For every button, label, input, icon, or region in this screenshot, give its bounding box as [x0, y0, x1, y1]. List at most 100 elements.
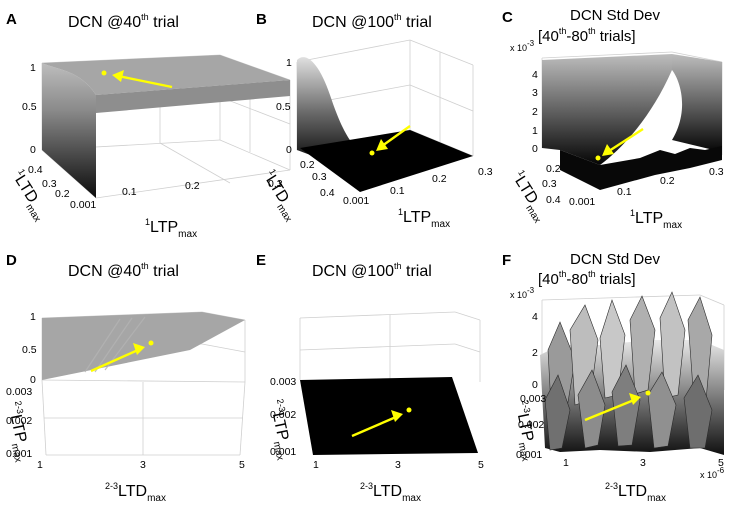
panel-letter-c: C — [502, 9, 513, 26]
arrow-f — [584, 398, 635, 422]
ztick-a-05: 0.5 — [22, 101, 37, 113]
xtick-c-02: 0.2 — [660, 175, 675, 187]
surface-c-wall — [542, 54, 672, 165]
xlabel-f: 2-3LTDmax — [605, 481, 666, 504]
ztick-f-0: 0 — [532, 379, 538, 391]
xtick-f-1: 1 — [563, 457, 569, 469]
xtick-c-0001: 0.001 — [569, 196, 595, 208]
ytick-a-04: 0.4 — [28, 164, 43, 176]
panel-e: E DCN @100th trial 0.003 0.002 0.001 1 3… — [256, 252, 484, 504]
ytick-a-03: 0.3 — [42, 178, 57, 190]
ylabel-e: 2-3LTPmax — [262, 398, 297, 462]
ytick-b-03: 0.3 — [312, 171, 327, 183]
surface-f-ridges — [544, 291, 713, 451]
xtick-f-5: 5 — [718, 457, 724, 469]
surface-c-right — [672, 54, 722, 152]
surface-b-peak — [297, 57, 358, 168]
ztick-d-05: 0.5 — [22, 344, 37, 356]
ytick-a-0001: 0.001 — [70, 199, 96, 211]
arrowhead-d — [133, 343, 145, 355]
ytick-c-04: 0.4 — [546, 194, 561, 206]
arrow-c — [608, 127, 644, 153]
xexp-f: x 10-6 — [700, 466, 725, 480]
xtick-a-02: 0.2 — [185, 180, 200, 192]
ytick-e-0002: 0.002 — [270, 409, 296, 421]
ytick-a-02: 0.2 — [55, 188, 70, 200]
panel-letter-e: E — [256, 252, 266, 269]
panel-f: F DCN Std Dev [40th-80th trials] x 10-3 … — [502, 251, 725, 504]
title-a: DCN @40th trial — [68, 12, 179, 31]
marker-d — [148, 340, 154, 346]
axes-box-e — [299, 311, 481, 382]
xtick-c-03: 0.3 — [709, 166, 724, 178]
xtick-d-1: 1 — [37, 459, 43, 471]
xtick-a-01: 0.1 — [122, 186, 137, 198]
arrow-e — [351, 415, 397, 438]
arrowhead-e — [391, 410, 403, 422]
ztick-d-0: 0 — [30, 374, 36, 386]
title-f-line2: [40th-80th trials] — [538, 269, 636, 288]
xtick-b-0001: 0.001 — [343, 195, 369, 207]
title-c-line2: [40th-80th trials] — [538, 26, 636, 45]
ztick-c-1: 1 — [532, 125, 538, 137]
ytick-c-03: 0.3 — [542, 178, 557, 190]
ytick-c-02: 0.2 — [546, 163, 561, 175]
ztick-b-05: 0.5 — [276, 101, 291, 113]
marker-b — [369, 150, 375, 156]
xlabel-b: 1LTPmax — [398, 207, 450, 230]
ytick-d-0001: 0.001 — [6, 448, 32, 460]
ylabel-d: 2-3LTPmax — [0, 400, 35, 464]
arrowhead-f — [629, 393, 641, 405]
panel-letter-b: B — [256, 11, 267, 28]
xtick-d-3: 3 — [140, 459, 146, 471]
ylabel-b: 1LTDmax — [256, 167, 304, 224]
ztick-b-0: 0 — [286, 144, 292, 156]
zexp-c: x 10-3 — [510, 39, 535, 53]
arrowhead-b — [376, 139, 388, 151]
xtick-e-1: 1 — [313, 459, 319, 471]
ztick-d-1: 1 — [30, 311, 36, 323]
ztick-a-0: 0 — [30, 144, 36, 156]
surface-a-front — [42, 63, 96, 198]
title-d: DCN @40th trial — [68, 261, 179, 280]
marker-c — [595, 155, 601, 161]
xtick-f-3: 3 — [640, 457, 646, 469]
ztick-b-1: 1 — [286, 57, 292, 69]
ztick-c-4: 4 — [532, 69, 538, 81]
arrow-a — [117, 74, 173, 89]
xlabel-c: 1LTPmax — [630, 208, 682, 231]
panel-letter-d: D — [6, 252, 17, 269]
panel-a: A DCN @40th trial 1 0.5 0 0.4 0.3 0.2 0.… — [6, 11, 291, 240]
xtick-d-5: 5 — [239, 459, 245, 471]
xlabel-d: 2-3LTDmax — [105, 481, 166, 504]
title-c-line1: DCN Std Dev — [570, 7, 661, 24]
xtick-b-01: 0.1 — [390, 185, 405, 197]
ztick-c-3: 3 — [532, 87, 538, 99]
ytick-e-0001: 0.001 — [270, 446, 296, 458]
xtick-a-03: 0.3 — [268, 178, 283, 190]
ytick-d-0002: 0.002 — [6, 415, 32, 427]
ylabel-f: 2-3LTPmax — [507, 399, 542, 463]
ytick-b-02: 0.2 — [300, 159, 315, 171]
ytick-e-0003: 0.003 — [270, 376, 296, 388]
xtick-b-03: 0.3 — [478, 166, 493, 178]
marker-e — [406, 407, 412, 413]
ztick-a-1: 1 — [30, 62, 36, 74]
marker-a — [101, 70, 107, 76]
title-b: DCN @100th trial — [312, 12, 432, 31]
ytick-d-0003: 0.003 — [6, 386, 32, 398]
panel-c: C DCN Std Dev [40th-80th trials] x 10-3 … — [502, 7, 724, 231]
surface-c-floor — [560, 146, 722, 190]
panel-b: B DCN @100th trial 1 0.5 0 0.2 0.3 0.4 0… — [256, 11, 493, 230]
xlabel-e: 2-3LTDmax — [360, 481, 421, 504]
arrowhead-c — [602, 144, 614, 156]
panel-letter-a: A — [6, 11, 17, 28]
zexp-f: x 10-3 — [510, 286, 535, 300]
surface-e — [300, 377, 478, 455]
ytick-f-0001: 0.001 — [516, 449, 542, 461]
ytick-f-0003: 0.003 — [520, 393, 546, 405]
panel-d: D DCN @40th trial 1 0.5 0 0.003 0.002 0.… — [0, 252, 246, 504]
ztick-f-4: 4 — [532, 311, 538, 323]
ztick-c-0: 0 — [532, 143, 538, 155]
